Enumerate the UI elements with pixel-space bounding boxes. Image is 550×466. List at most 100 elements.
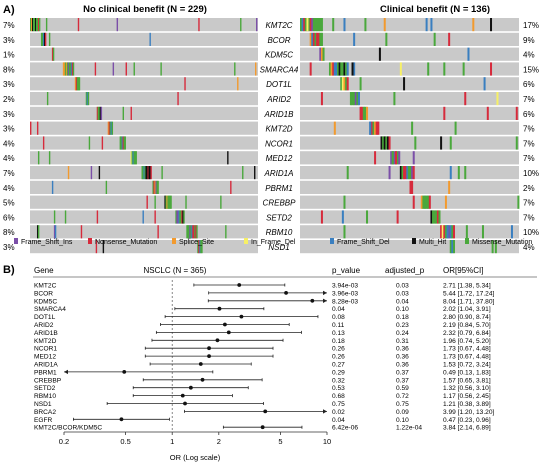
- mutation-cell: [141, 166, 143, 180]
- gene-name: MED12: [34, 354, 56, 361]
- p-value: 0.75: [332, 401, 345, 408]
- mutation-cell: [443, 225, 446, 239]
- mutation-cell: [320, 18, 323, 32]
- adjusted-p-value: 0.03: [396, 290, 409, 297]
- mutation-cell: [42, 136, 45, 150]
- mutation-cell: [404, 166, 407, 180]
- or-ci-text: 2.19 [0.84, 5.70]: [443, 322, 491, 329]
- mutation-cell: [109, 121, 112, 135]
- mutation-cell: [390, 151, 393, 165]
- onco-row-bg: [30, 151, 258, 165]
- or-ci-text: 1.17 [0.56, 2.45]: [443, 393, 491, 400]
- mutation-cell: [80, 225, 83, 239]
- mutation-cell: [142, 166, 144, 180]
- mutation-cell: [54, 225, 57, 239]
- panel-b-label: B): [3, 264, 15, 276]
- left-frequency-label: 3%: [3, 110, 15, 119]
- p-value: 3.96e-03: [332, 290, 358, 297]
- p-value: 0.02: [332, 409, 345, 416]
- left-frequency-label: 3%: [3, 243, 15, 252]
- mutation-cell: [464, 166, 467, 180]
- mutation-cell: [142, 210, 144, 224]
- mutation-cell: [64, 62, 67, 76]
- mutation-cell: [166, 195, 168, 209]
- mutation-cell: [440, 136, 443, 150]
- mutation-cell: [196, 225, 198, 239]
- mutation-cell: [472, 18, 475, 32]
- mutation-cell: [95, 240, 98, 254]
- mutation-cell: [386, 136, 389, 150]
- mutation-cell: [425, 18, 428, 32]
- mutation-cell: [130, 151, 132, 165]
- forest-row: KDM5C 8.28e-03 0.04 8.04 [1.71, 37.80]: [34, 298, 494, 305]
- onco-row-bg: [30, 92, 258, 106]
- mutation-cell: [412, 151, 415, 165]
- mutation-cell: [346, 62, 349, 76]
- legend-swatch: [465, 238, 469, 244]
- mutation-cell: [153, 180, 155, 194]
- mutation-cell: [306, 18, 309, 32]
- gene-name: ARID1A: [34, 362, 58, 369]
- gene-label: RBM10: [266, 228, 293, 237]
- forest-row: KMT2C/BCOR/KDM5C 6.42e-06 1.22e-04 3.84 [2.…: [34, 425, 491, 432]
- p-value: 0.26: [332, 354, 345, 361]
- or-point: [237, 283, 242, 287]
- mutation-cell: [301, 18, 304, 32]
- adjusted-p-value: 0.23: [396, 322, 409, 329]
- legend-label: Splice_Site: [179, 239, 214, 246]
- forest-row: SETD2 0.53 0.59 1.32 [0.56, 3.10]: [34, 385, 491, 392]
- mutation-cell: [150, 166, 152, 180]
- mutation-cell: [451, 225, 454, 239]
- gene-name: RBM10: [34, 393, 56, 400]
- mutation-cell: [375, 121, 378, 135]
- tick-label: 0.5: [120, 437, 130, 446]
- gene-label: ARID2: [266, 95, 291, 104]
- mutation-cell: [191, 225, 193, 239]
- legend-label: In_Frame_Del: [251, 239, 296, 246]
- gene-name: KMT2D: [34, 338, 57, 345]
- right-frequency-label: 7%: [523, 199, 535, 208]
- gene-label: CREBBP: [263, 199, 297, 208]
- mutation-cell: [165, 195, 167, 209]
- tick-label: 10: [323, 437, 331, 446]
- mutation-cell: [449, 240, 452, 254]
- p-value: 0.08: [332, 314, 345, 321]
- mutation-cell: [30, 121, 32, 135]
- mutation-cell: [311, 32, 314, 46]
- mutation-cell: [354, 92, 357, 106]
- gene-label: SMARCA4: [260, 65, 299, 74]
- mutation-cell: [343, 18, 346, 32]
- forest-row: BRCA2 0.02 0.09 3.99 [1.20, 13.20]: [34, 409, 494, 416]
- gene-name: PBRM1: [34, 369, 57, 376]
- p-value: 0.27: [332, 362, 345, 369]
- mutation-cell: [180, 210, 182, 224]
- mutation-cell: [462, 62, 465, 76]
- right-frequency-label: 9%: [523, 36, 535, 45]
- gene-name: DOT1L: [34, 314, 56, 321]
- mutation-cell: [411, 166, 414, 180]
- mutation-cell: [199, 240, 201, 254]
- mutation-cell: [45, 18, 48, 32]
- mutation-cell: [157, 180, 159, 194]
- mutation-cell: [105, 180, 108, 194]
- onco-row-bg: [300, 210, 519, 224]
- or-ci-text: 8.04 [1.71, 37.80]: [443, 298, 494, 305]
- mutation-cell: [38, 18, 41, 32]
- adjusted-p-value: 0.36: [396, 346, 409, 353]
- mutation-cell: [86, 92, 89, 106]
- mutation-cell: [341, 210, 344, 224]
- oncoprint-left: [30, 18, 258, 254]
- or-point: [207, 354, 211, 358]
- mutation-cell: [178, 210, 180, 224]
- mutation-cell: [155, 180, 157, 194]
- or-ci-text: 1.73 [0.67, 4.48]: [443, 346, 491, 353]
- mutation-cell: [483, 77, 486, 91]
- mutation-cell: [401, 166, 404, 180]
- forest-row: MED12 0.26 0.36 1.73 [0.67, 4.48]: [34, 354, 491, 361]
- mutation-cell: [234, 62, 236, 76]
- forest-title: NSCLC (N = 365): [144, 266, 207, 275]
- mutation-cell: [337, 62, 340, 76]
- or-point: [226, 330, 231, 335]
- forest-row: NCOR1 0.26 0.36 1.73 [0.67, 4.48]: [34, 346, 491, 353]
- gene-label: NCOR1: [265, 139, 293, 148]
